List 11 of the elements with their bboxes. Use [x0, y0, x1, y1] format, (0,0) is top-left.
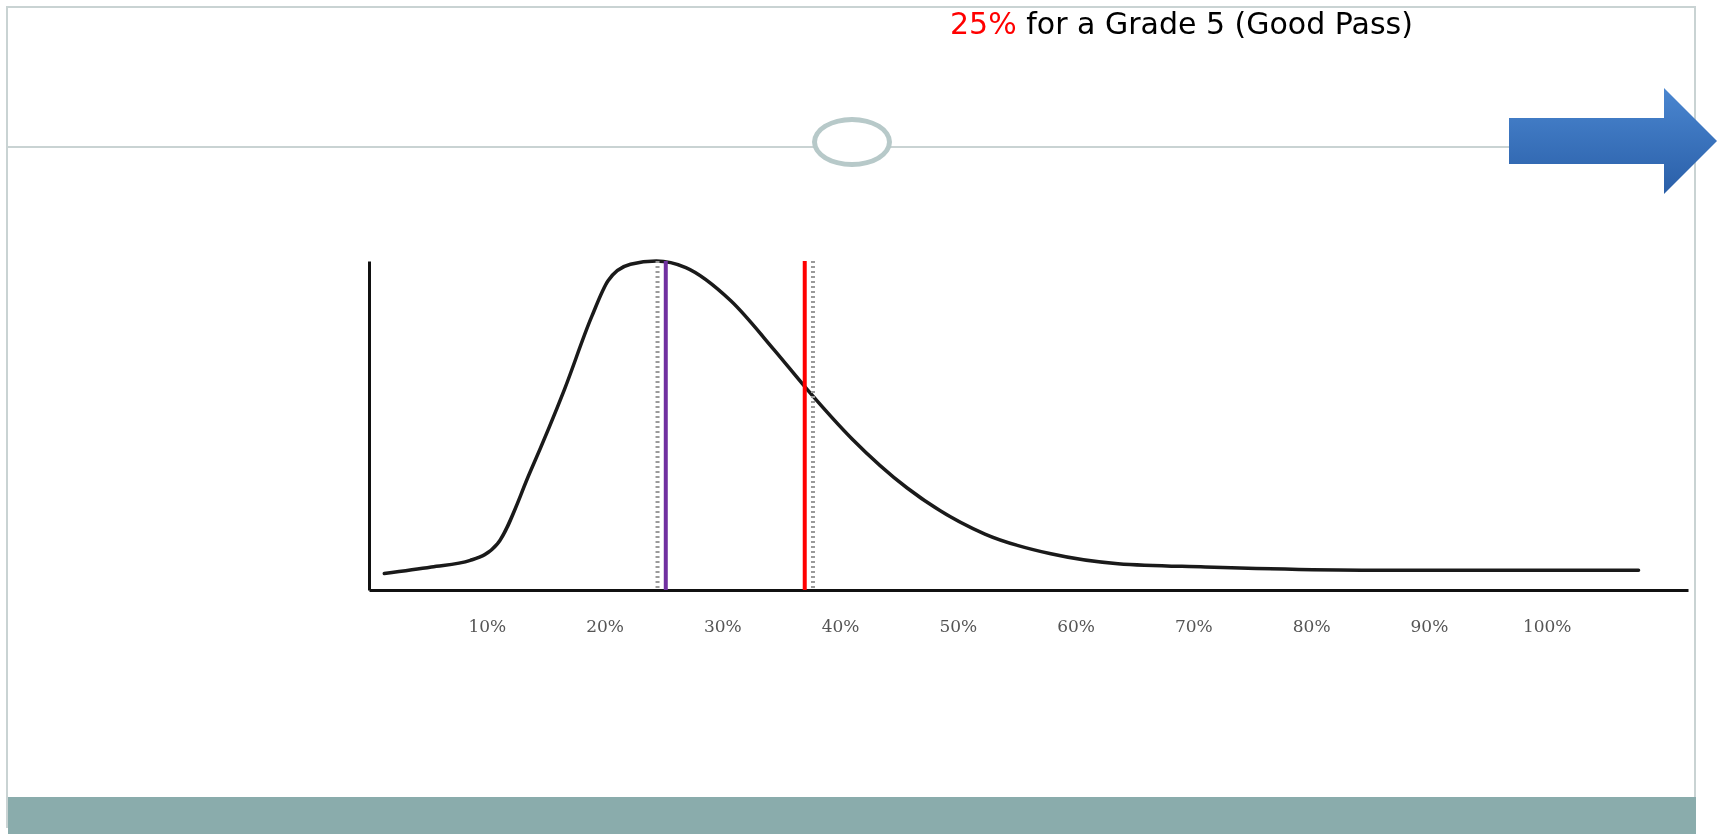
x-tick-label: 50%	[939, 615, 978, 636]
x-tick-label: 60%	[1057, 615, 1096, 636]
x-tick-label: 10%	[468, 615, 507, 636]
x-tick-label: 40%	[821, 615, 860, 636]
x-tick-label: 70%	[1174, 615, 1213, 636]
x-tick-label: 20%	[586, 615, 624, 636]
x-tick-label: 90%	[1410, 615, 1449, 636]
x-tick-label: 80%	[1292, 615, 1331, 636]
x-tick-label: 30%	[703, 615, 742, 636]
x-tick-label: 100%	[1522, 615, 1572, 636]
text: 25% for a Grade 5 (Good Pass)	[950, 6, 1413, 41]
